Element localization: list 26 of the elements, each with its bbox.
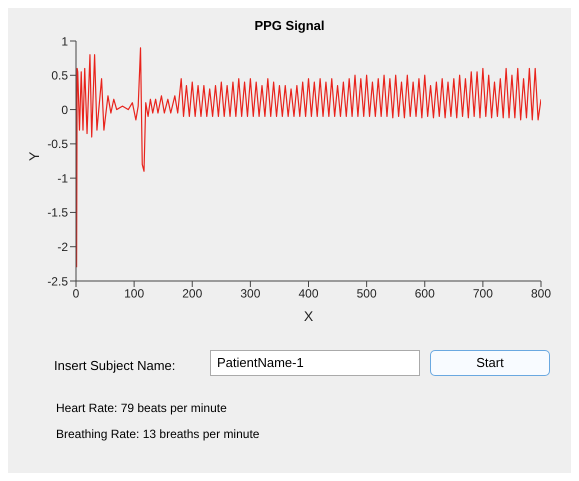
y-tick-label: -2.5	[47, 274, 68, 288]
y-tick-label: 0	[61, 102, 68, 117]
y-axis-title: Y	[26, 151, 42, 161]
y-tick-label: 1	[61, 34, 68, 48]
line-series	[76, 47, 541, 268]
text: Breathing Rate: 13 breaths per minute	[56, 427, 260, 441]
x-tick-label: 500	[356, 286, 377, 301]
text: Heart Rate: 79 beats per minute	[56, 401, 227, 415]
button: Start	[430, 350, 550, 376]
x-tick-label: 0	[72, 286, 80, 301]
x-tick-label: 100	[124, 286, 144, 301]
x-tick-label: 700	[472, 286, 494, 301]
x-tick-label: 400	[298, 286, 319, 301]
y-tick-label: -2	[57, 240, 68, 254]
x-axis-title: X	[304, 308, 314, 324]
text-field: PatientName-1	[210, 350, 420, 376]
x-tick-label: 200	[182, 286, 203, 301]
y-tick-label: 0.5	[51, 68, 68, 83]
y-tick-label: -0.5	[47, 137, 68, 152]
y-tick-label: -1	[57, 171, 68, 186]
x-tick-label: 300	[240, 286, 261, 301]
chart-title: PPG Signal	[253, 18, 326, 33]
x-tick-label: 800	[530, 286, 552, 301]
x-tick-label: 600	[414, 286, 436, 301]
y-tick-label: -1.5	[47, 206, 68, 220]
text: Insert Subject Name:	[54, 358, 176, 373]
